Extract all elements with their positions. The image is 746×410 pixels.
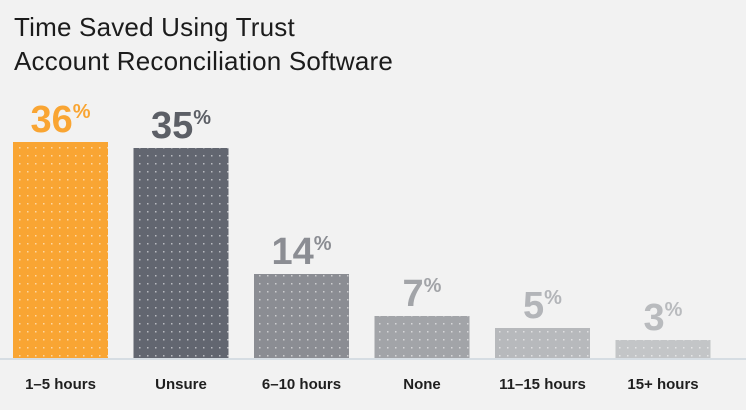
- value-label-4: 5%: [523, 285, 562, 327]
- category-label-4: 11–15 hours: [499, 376, 586, 393]
- bar-texture-3: [374, 316, 470, 358]
- bar-texture-2: [254, 274, 349, 358]
- category-label-1: Unsure: [155, 376, 207, 393]
- value-labels: 36% 35% 14% 7% 5% 3%: [30, 99, 682, 339]
- category-label-3: None: [403, 376, 441, 393]
- category-label-0: 1–5 hours: [25, 376, 96, 393]
- value-label-2: 14%: [271, 231, 331, 273]
- value-label-0: 36%: [30, 99, 90, 141]
- category-label-5: 15+ hours: [627, 376, 698, 393]
- chart-title: Time Saved Using Trust Account Reconcili…: [14, 10, 393, 78]
- bar-texture-4: [495, 328, 590, 358]
- bar-texture-1: [133, 148, 229, 358]
- chart-title-line-2: Account Reconciliation Software: [14, 46, 394, 76]
- value-label-1: 35%: [151, 105, 211, 147]
- chart-title-line-1: Time Saved Using Trust: [14, 12, 295, 42]
- category-label-2: 6–10 hours: [262, 376, 341, 393]
- bar-texture-5: [615, 340, 711, 358]
- value-label-3: 7%: [403, 273, 442, 315]
- value-label-5: 3%: [644, 297, 683, 339]
- category-labels: 1–5 hours Unsure 6–10 hours None 11–15 hours…: [25, 376, 699, 393]
- bar-texture-0: [13, 142, 108, 358]
- bars: [13, 142, 711, 358]
